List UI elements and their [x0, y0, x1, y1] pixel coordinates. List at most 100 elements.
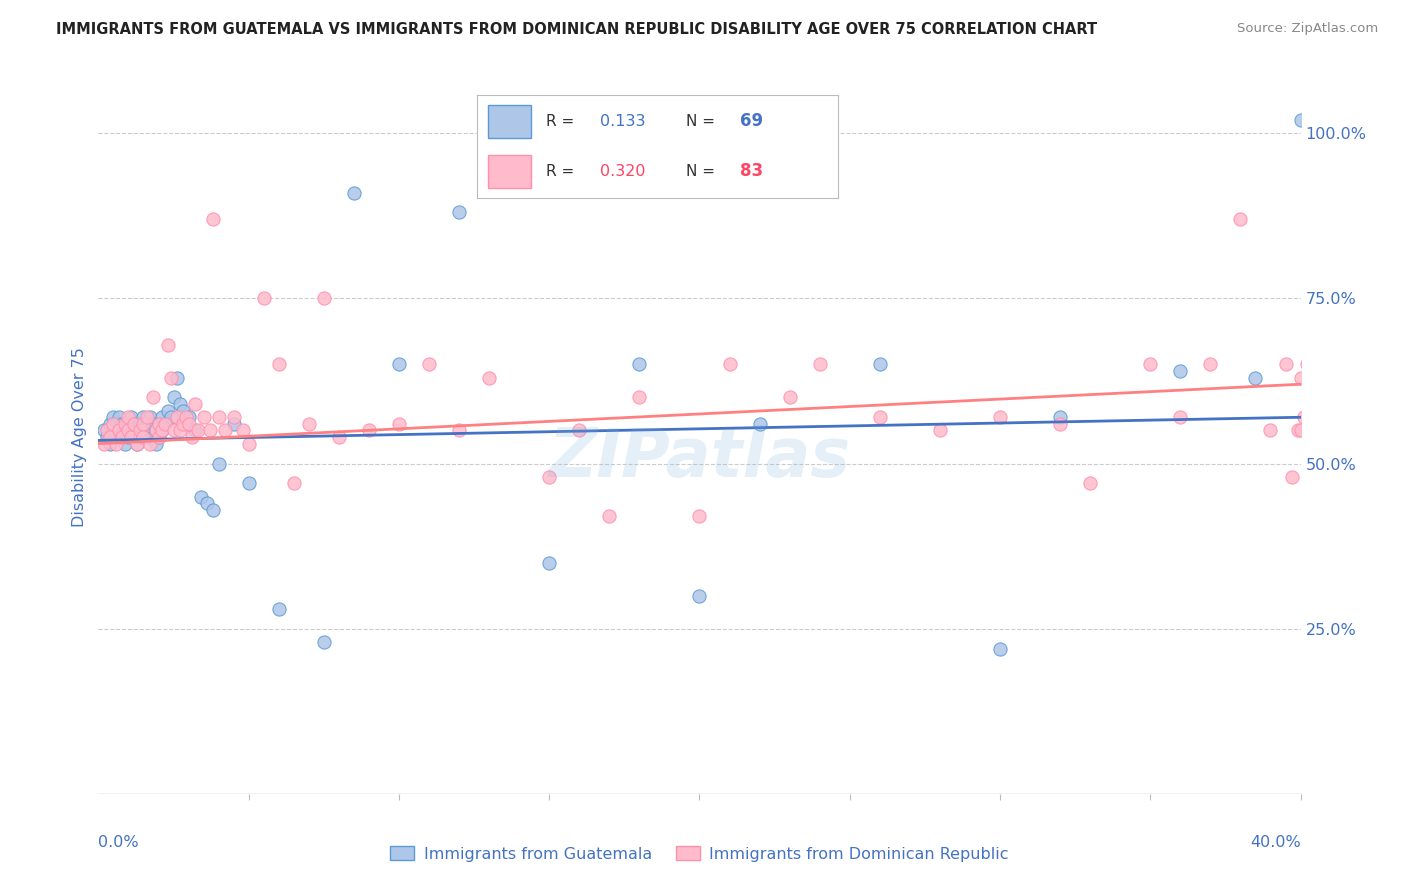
Point [1281, 469, 1303, 483]
Point [108, 424, 131, 438]
Point [1274, 358, 1296, 372]
Point [1305, 424, 1327, 438]
Point [174, 417, 197, 431]
Point [124, 417, 146, 431]
Point [172, 417, 194, 431]
Point [808, 358, 831, 372]
Point [103, 424, 125, 438]
Point [93, 436, 115, 450]
Point [193, 410, 215, 425]
Point [1313, 410, 1336, 425]
Point [1289, 370, 1312, 384]
Point [388, 358, 411, 372]
Point [114, 424, 136, 438]
Point [447, 424, 470, 438]
Point [159, 410, 181, 425]
Point [148, 430, 170, 444]
Point [312, 291, 335, 305]
Point [129, 424, 152, 438]
Point [96, 424, 118, 438]
Point [689, 589, 711, 603]
Point [180, 430, 202, 444]
Point [127, 436, 149, 450]
Point [779, 391, 801, 405]
Point [111, 417, 134, 431]
Point [283, 476, 305, 491]
Point [208, 410, 231, 425]
Point [183, 397, 205, 411]
Point [253, 291, 276, 305]
Point [343, 186, 366, 200]
Point [538, 469, 561, 483]
Point [129, 417, 152, 431]
Point [232, 424, 254, 438]
Point [111, 430, 134, 444]
Point [568, 424, 591, 438]
Point [132, 424, 155, 438]
Point [238, 476, 260, 491]
Point [312, 635, 335, 649]
Point [127, 424, 149, 438]
Point [1260, 424, 1282, 438]
Point [478, 370, 501, 384]
Point [988, 641, 1011, 656]
Point [267, 602, 290, 616]
Point [145, 436, 167, 450]
Point [1289, 424, 1312, 438]
Point [162, 391, 184, 405]
Point [214, 424, 236, 438]
Point [138, 436, 160, 450]
Point [208, 457, 231, 471]
Point [135, 430, 157, 444]
Point [169, 397, 191, 411]
Point [156, 403, 179, 417]
Point [328, 430, 350, 444]
Point [1319, 424, 1341, 438]
Legend: Immigrants from Guatemala, Immigrants from Dominican Republic: Immigrants from Guatemala, Immigrants fr… [384, 839, 1015, 868]
Point [929, 424, 952, 438]
Point [183, 424, 205, 438]
Point [418, 358, 440, 372]
Point [357, 424, 380, 438]
Point [100, 430, 122, 444]
Point [117, 424, 139, 438]
Point [869, 410, 891, 425]
Point [238, 436, 260, 450]
Point [1295, 358, 1317, 372]
Point [124, 430, 146, 444]
Text: Source: ZipAtlas.com: Source: ZipAtlas.com [1237, 22, 1378, 36]
Point [159, 370, 181, 384]
Point [201, 212, 224, 227]
Point [108, 424, 131, 438]
Point [388, 417, 411, 431]
Point [96, 430, 118, 444]
Point [1049, 417, 1071, 431]
Point [105, 430, 128, 444]
Point [598, 509, 620, 524]
Point [121, 430, 143, 444]
Point [1229, 212, 1251, 227]
Point [105, 417, 128, 431]
Point [150, 424, 173, 438]
Point [1298, 410, 1320, 425]
Point [138, 410, 160, 425]
Point [100, 417, 122, 431]
Point [117, 417, 139, 431]
Point [105, 436, 128, 450]
Point [689, 509, 711, 524]
Point [153, 417, 176, 431]
Point [447, 205, 470, 219]
Point [1170, 410, 1192, 425]
Point [748, 417, 770, 431]
Point [628, 358, 651, 372]
Point [114, 417, 136, 431]
Point [121, 410, 143, 425]
Point [145, 424, 167, 438]
Y-axis label: Disability Age Over 75: Disability Age Over 75 [72, 347, 87, 527]
Point [127, 436, 149, 450]
Point [201, 502, 224, 516]
Point [117, 410, 139, 425]
Point [132, 410, 155, 425]
Point [132, 430, 155, 444]
Point [1199, 358, 1222, 372]
